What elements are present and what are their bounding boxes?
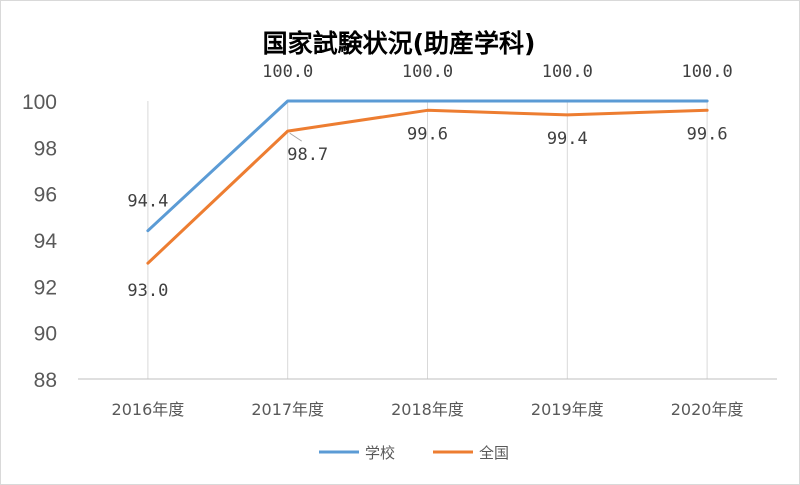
data-labels: 94.4 100.0 100.0 100.0 100.0 93.0 98.7 99.6 99.4… (127, 62, 732, 301)
y-tick-label: 90 (34, 323, 57, 346)
x-tick-label: 2019年度 (531, 400, 604, 419)
y-tick-label: 94 (34, 230, 58, 253)
data-label-national: 98.7 (287, 145, 328, 165)
chart-title: 国家試験状況(助産学科) (263, 29, 536, 58)
data-label-school: 100.0 (262, 62, 313, 82)
y-tick-label: 92 (34, 276, 57, 299)
legend-label-national: 全国 (479, 444, 509, 462)
x-tick-label: 2017年度 (251, 400, 324, 419)
legend: 学校 全国 (319, 444, 509, 462)
data-label-national: 99.6 (407, 124, 448, 144)
x-tick-label: 2016年度 (112, 400, 185, 419)
legend-label-school: 学校 (365, 444, 395, 462)
y-tick-label: 88 (34, 369, 57, 392)
series-line-school (146, 99, 709, 233)
data-label-national: 99.4 (547, 129, 588, 149)
data-label-school: 94.4 (127, 192, 168, 212)
x-tick-label: 2020年度 (671, 400, 744, 419)
data-label-school: 100.0 (542, 62, 593, 82)
data-label-school: 100.0 (402, 62, 453, 82)
y-tick-label: 98 (34, 137, 57, 160)
leader-line (289, 132, 302, 142)
data-label-school: 100.0 (682, 62, 733, 82)
data-label-national: 93.0 (127, 281, 168, 301)
data-label-national: 99.6 (687, 124, 728, 144)
series-group (146, 99, 709, 265)
series-line-national (146, 108, 709, 265)
x-tick-label: 2018年度 (391, 400, 464, 419)
y-tick-label: 100 (22, 91, 57, 114)
grid-lines (147, 101, 708, 379)
axes: 88 90 92 94 96 98 100 2016年度 2017年度 2018年度 2019年度 2… (22, 91, 777, 419)
y-tick-label: 96 (34, 184, 57, 207)
